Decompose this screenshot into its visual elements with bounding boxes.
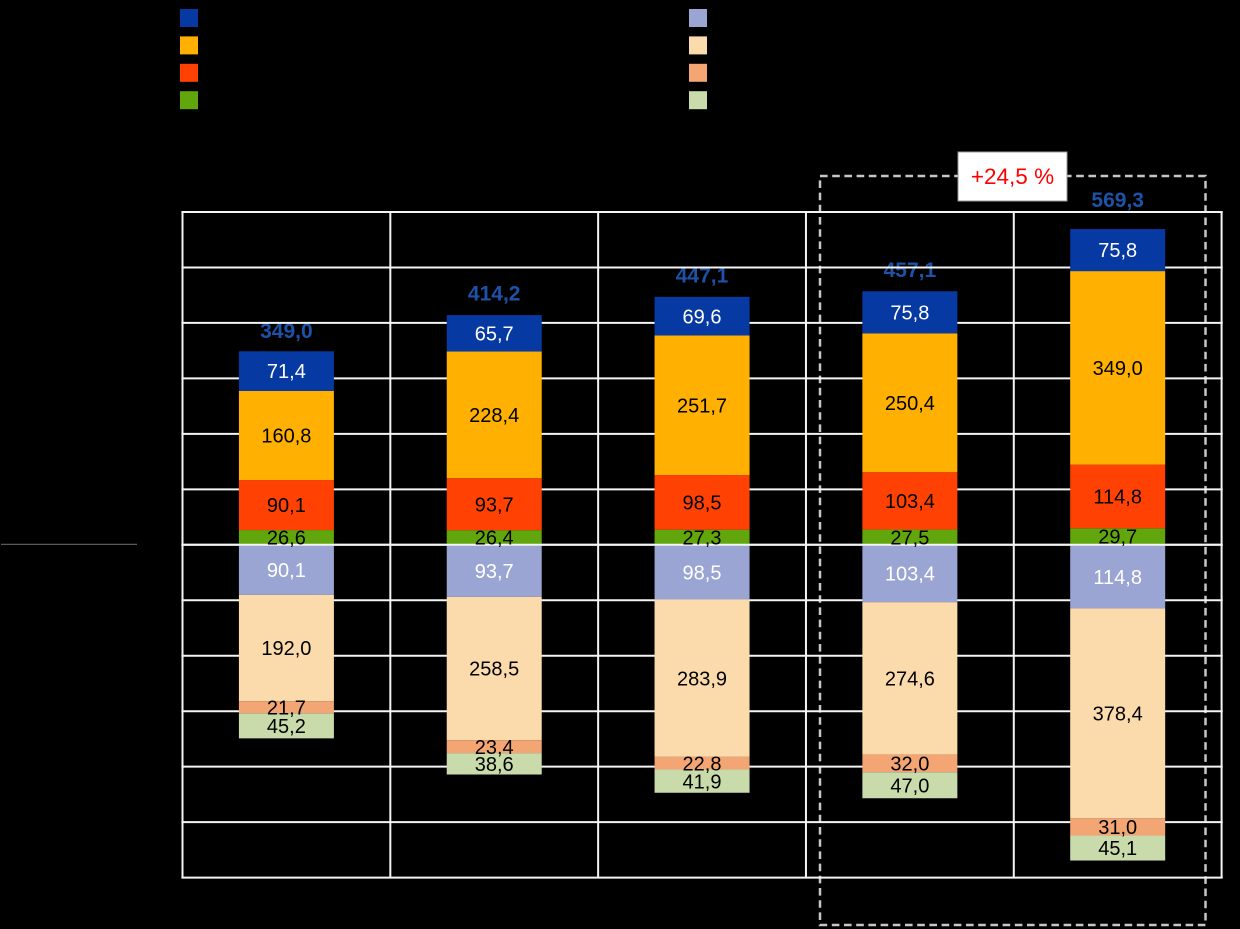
svg-text:192,0: 192,0 bbox=[261, 638, 311, 660]
svg-text:75,8: 75,8 bbox=[890, 303, 929, 325]
svg-text:71,4: 71,4 bbox=[267, 361, 306, 383]
svg-text:93,7: 93,7 bbox=[475, 494, 514, 516]
svg-text:90,1: 90,1 bbox=[267, 495, 306, 517]
svg-text:69,6: 69,6 bbox=[683, 306, 722, 328]
svg-text:+24,5 %: +24,5 % bbox=[971, 164, 1054, 189]
svg-text:457,1: 457,1 bbox=[884, 259, 937, 282]
svg-text:103,4: 103,4 bbox=[885, 564, 935, 586]
svg-text:31,0: 31,0 bbox=[1098, 817, 1137, 839]
svg-text:98,5: 98,5 bbox=[683, 562, 722, 584]
svg-text:27,3: 27,3 bbox=[683, 527, 722, 549]
svg-text:21,7: 21,7 bbox=[267, 697, 306, 719]
svg-text:378,4: 378,4 bbox=[1093, 704, 1143, 726]
svg-text:114,8: 114,8 bbox=[1093, 487, 1142, 509]
svg-text:26,4: 26,4 bbox=[475, 528, 514, 550]
svg-text:447,1: 447,1 bbox=[676, 265, 729, 288]
svg-text:250,4: 250,4 bbox=[885, 393, 935, 415]
svg-text:274,6: 274,6 bbox=[885, 668, 935, 690]
svg-text:114,8: 114,8 bbox=[1093, 567, 1142, 589]
svg-text:75,8: 75,8 bbox=[1098, 240, 1137, 262]
svg-text:414,2: 414,2 bbox=[468, 283, 521, 306]
svg-text:283,9: 283,9 bbox=[677, 668, 727, 690]
svg-text:251,7: 251,7 bbox=[677, 395, 727, 417]
svg-text:41,9: 41,9 bbox=[683, 771, 722, 793]
svg-text:160,8: 160,8 bbox=[261, 426, 311, 448]
svg-text:45,1: 45,1 bbox=[1098, 838, 1137, 860]
svg-text:22,8: 22,8 bbox=[683, 753, 722, 775]
svg-text:38,6: 38,6 bbox=[475, 754, 514, 776]
svg-text:93,7: 93,7 bbox=[475, 561, 514, 583]
svg-text:258,5: 258,5 bbox=[469, 659, 519, 681]
svg-text:349,0: 349,0 bbox=[260, 320, 313, 343]
svg-text:228,4: 228,4 bbox=[469, 405, 519, 427]
svg-text:45,2: 45,2 bbox=[267, 716, 306, 738]
svg-text:27,5: 27,5 bbox=[890, 527, 929, 549]
svg-text:90,1: 90,1 bbox=[267, 560, 306, 582]
svg-text:98,5: 98,5 bbox=[683, 493, 722, 515]
svg-text:26,6: 26,6 bbox=[267, 528, 306, 550]
svg-text:29,7: 29,7 bbox=[1098, 527, 1137, 549]
svg-text:103,4: 103,4 bbox=[885, 491, 935, 513]
svg-text:569,3: 569,3 bbox=[1091, 189, 1144, 212]
svg-text:47,0: 47,0 bbox=[890, 775, 929, 797]
svg-text:23,4: 23,4 bbox=[475, 737, 514, 759]
svg-text:65,7: 65,7 bbox=[475, 324, 514, 346]
svg-text:349,0: 349,0 bbox=[1093, 358, 1143, 380]
svg-text:32,0: 32,0 bbox=[890, 754, 929, 776]
